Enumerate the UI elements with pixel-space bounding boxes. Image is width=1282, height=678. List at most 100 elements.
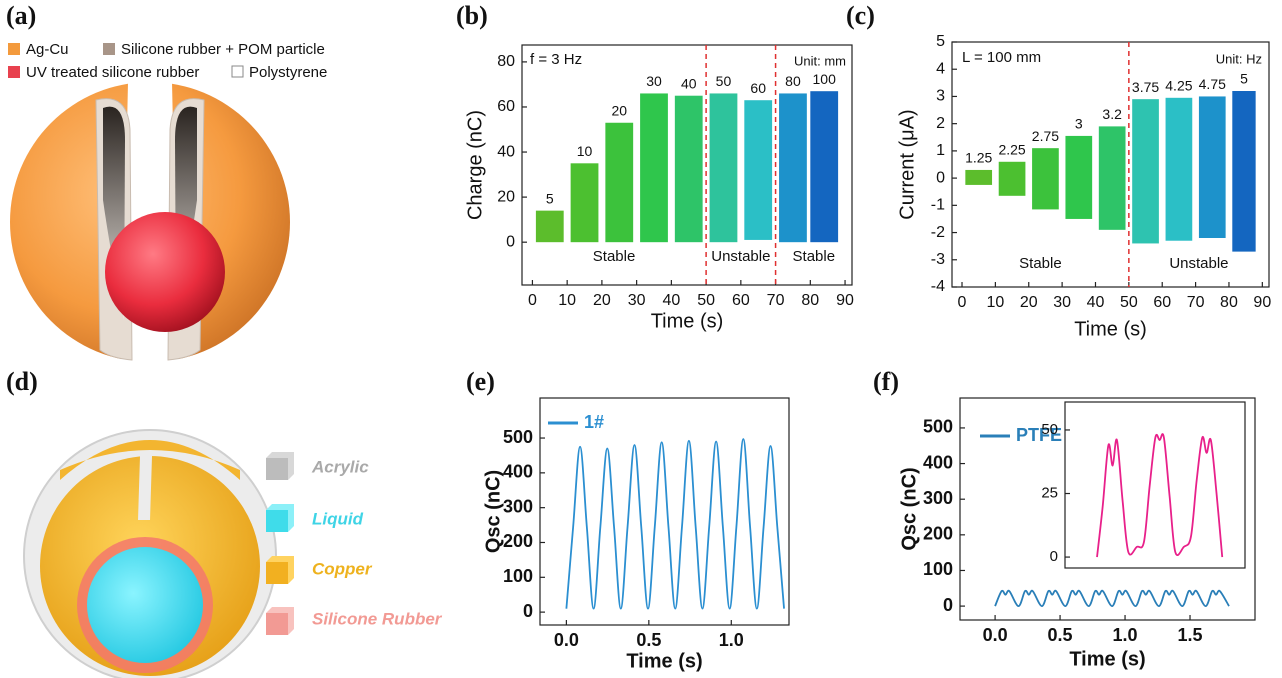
legend-label: Acrylic [311, 457, 369, 476]
annotation: Unit: mm [794, 53, 846, 68]
chart: 0 25 50 [1041, 401, 1246, 569]
signal-segment [674, 95, 703, 243]
annotation: f = 3 Hz [530, 51, 582, 68]
panel-label: (e) [466, 367, 495, 396]
plot-frame [521, 44, 853, 286]
plot-frame [539, 397, 790, 626]
chart: 0 100 200 300 400 500 0.0 0.5 1.0 Time (s) Qsc (nC… [482, 397, 790, 672]
region-label: Stable [593, 248, 636, 265]
y-tick-label: -3 [931, 251, 945, 268]
signal-segment [965, 169, 993, 185]
y-tick-label: 500 [503, 427, 533, 447]
segment-label: 60 [750, 80, 766, 96]
y-tick-label: 300 [503, 496, 533, 516]
segment-label: 50 [716, 73, 732, 89]
segment-label: 2.75 [1032, 128, 1059, 144]
segment-label: 1.25 [965, 150, 992, 166]
signal-segment [605, 122, 634, 243]
region-label: Stable [793, 248, 836, 265]
y-tick-label: 400 [503, 462, 533, 482]
signal-segment [1098, 126, 1126, 230]
x-tick-label: 90 [836, 292, 854, 309]
signal-segment [1132, 99, 1159, 244]
x-tick-label: 0.0 [983, 625, 1008, 645]
y-tick-label: 0 [506, 233, 515, 250]
x-tick-label: 0.5 [636, 630, 661, 650]
legend-swatch [103, 43, 115, 55]
signal-segment [744, 100, 773, 240]
segment-label: 5 [1240, 71, 1248, 87]
segment-label: 40 [681, 75, 697, 91]
x-tick-label: 30 [628, 292, 646, 309]
y-tick-label: 0 [523, 601, 533, 621]
x-axis-label: Time (s) [651, 310, 724, 332]
y-axis-label: Qsc (nC) [898, 467, 920, 550]
panel-label: (c) [846, 1, 875, 30]
y-tick-label: 400 [923, 452, 953, 472]
x-tick-label: 40 [1087, 294, 1105, 311]
x-tick-label: 10 [558, 292, 576, 309]
x-tick-label: 50 [1120, 294, 1138, 311]
y-axis-label: Charge (nC) [464, 110, 486, 220]
legend-label: Silicone rubber + POM particle [121, 41, 325, 58]
y-tick-label: -1 [931, 197, 945, 214]
region-label: Unstable [1169, 255, 1228, 272]
sphere-illustration [23, 429, 277, 678]
signal-segment [779, 93, 807, 243]
y-tick-label: 0 [936, 169, 945, 186]
segment-label: 80 [785, 73, 801, 89]
segment-label: 2.25 [998, 141, 1025, 157]
legend-label: Silicone Rubber [312, 609, 443, 628]
segment-label: 20 [611, 102, 627, 118]
x-tick-label: 30 [1053, 294, 1071, 311]
annotation: Unit: Hz [1216, 51, 1262, 66]
x-tick-label: 1.5 [1178, 625, 1203, 645]
segment-label: 30 [646, 73, 662, 89]
x-tick-label: 0 [528, 292, 537, 309]
y-tick-label: 100 [503, 566, 533, 586]
legend-label: Ag-Cu [26, 41, 69, 58]
annotation: L = 100 mm [962, 49, 1041, 66]
x-tick-label: 20 [1020, 294, 1038, 311]
x-axis-label: Time (s) [626, 650, 702, 672]
x-tick-label: 90 [1253, 294, 1271, 311]
y-tick-label: 100 [923, 559, 953, 579]
x-tick-label: 80 [1220, 294, 1238, 311]
y-tick-label: 200 [503, 531, 533, 551]
panel-label: (d) [6, 367, 38, 396]
plot-frame [959, 397, 1256, 621]
segment-label: 5 [546, 190, 554, 206]
y-tick-label: 500 [923, 417, 953, 437]
y-tick-label: 80 [497, 53, 515, 70]
x-tick-label: 70 [1187, 294, 1205, 311]
panel-label: (f) [873, 367, 899, 396]
y-tick-label: 1 [936, 142, 945, 159]
legend-label: 1# [584, 412, 604, 432]
region-label: Unstable [711, 248, 770, 265]
signal-segment [1232, 91, 1256, 252]
data-line [565, 438, 785, 610]
x-axis-label: Time (s) [1074, 318, 1147, 340]
region-label: Stable [1019, 255, 1062, 272]
y-tick-label: -4 [931, 278, 945, 295]
segment-label: 3 [1075, 116, 1083, 132]
x-tick-label: 40 [662, 292, 680, 309]
x-axis-label: Time (s) [1069, 648, 1145, 670]
y-tick-label: 5 [936, 33, 945, 50]
y-tick-label: 200 [923, 524, 953, 544]
legend-label: UV treated silicone rubber [26, 64, 199, 81]
x-tick-label: 0 [958, 294, 967, 311]
legend-label: Liquid [312, 509, 364, 528]
y-tick-label: 50 [1041, 421, 1058, 438]
x-tick-label: 50 [697, 292, 715, 309]
data-line [994, 589, 1230, 608]
segment-label: 4.75 [1199, 76, 1226, 92]
x-tick-label: 80 [801, 292, 819, 309]
x-tick-label: 60 [732, 292, 750, 309]
data-line [1096, 433, 1224, 558]
signal-segment [1065, 135, 1093, 219]
signal-segment [570, 163, 599, 243]
y-tick-label: 4 [936, 60, 945, 77]
x-tick-label: 0.5 [1048, 625, 1073, 645]
